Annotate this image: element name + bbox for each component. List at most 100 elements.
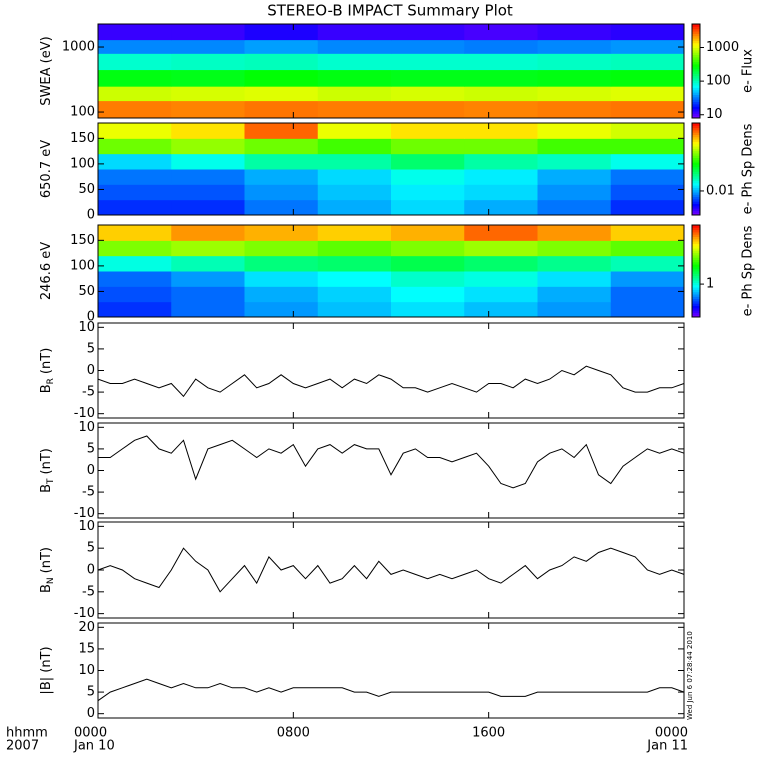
colorbar-strip [692, 73, 700, 77]
y-tick-label: 10 [78, 420, 95, 435]
colorbar-strip [692, 198, 700, 202]
colorbar-strip [692, 303, 700, 306]
colorbar-strip [692, 254, 700, 258]
spectrogram-cell [537, 240, 612, 257]
spectrogram-cell [171, 39, 245, 54]
spectrogram-cell [464, 53, 538, 71]
x-tick-label: 0800 [277, 726, 310, 741]
spectrogram-cell [610, 53, 685, 71]
colorbar-strip [692, 314, 700, 318]
spectrogram-cell [244, 199, 319, 216]
spectrogram-cell [171, 301, 245, 318]
colorbar-strip [692, 35, 700, 39]
colorbar-strip [692, 275, 700, 279]
colorbar-strip [692, 252, 700, 256]
colorbar-strip [692, 169, 700, 172]
spectrogram-cell [244, 184, 319, 201]
colorbar-tick-label: 10 [706, 107, 723, 122]
spectrogram-cell [171, 271, 245, 287]
spectrogram-cell [610, 199, 685, 216]
colorbar-strip [692, 171, 700, 175]
colorbar-strip [692, 307, 700, 311]
colorbar-strip [692, 229, 700, 233]
colorbar-strip [692, 99, 700, 103]
colorbar-strip [692, 159, 700, 163]
colorbar-strip [692, 205, 700, 209]
spectrogram-cell [317, 169, 392, 185]
spectrogram-cell [537, 225, 612, 241]
colorbar-strip [692, 106, 700, 110]
colorbar-strip [692, 123, 700, 126]
spectrogram-cell [171, 153, 245, 170]
y-tick-label: -5 [82, 485, 95, 500]
spectrogram-cell [244, 100, 319, 119]
spectrogram-cell [317, 184, 392, 201]
colorbar-strip [692, 42, 700, 46]
colorbar-strip [692, 143, 700, 147]
colorbar-strip [692, 261, 700, 265]
spectrogram-cell [244, 86, 319, 102]
colorbar-strip [692, 208, 700, 211]
y-tick-label: 0 [87, 310, 95, 325]
y-tick-label: 0 [87, 363, 95, 378]
data-line [97, 547, 685, 593]
colorbar-strip [692, 59, 700, 63]
colorbar-strip [692, 277, 700, 281]
colorbar-strip [692, 40, 700, 44]
colorbar-strip [692, 66, 700, 70]
x-date-label: Jan 10 [73, 739, 115, 754]
spectrogram-cell [244, 153, 319, 170]
colorbar-label: e- Flux [741, 49, 756, 93]
spectrogram-cell [98, 86, 172, 102]
spectrogram-cell [610, 301, 685, 318]
spectrogram-cell [391, 255, 465, 272]
y-axis-label: BT (nT) [39, 448, 56, 493]
y-axis-label-main: 650.7 eV [39, 140, 54, 198]
colorbar-strip [692, 139, 700, 142]
y-tick-label: 0 [87, 208, 95, 223]
colorbar-strip [692, 310, 700, 313]
colorbar-strip [692, 243, 700, 247]
y-tick-label: -10 [74, 506, 95, 521]
x-axis-label: hhmm [6, 726, 48, 741]
spectrogram-cell [537, 169, 612, 185]
spectrogram-cell [610, 255, 685, 272]
spectrogram-cell [317, 100, 392, 119]
colorbar-strip [692, 33, 700, 37]
colorbar-strip [692, 63, 700, 67]
spectrogram-cell [98, 255, 172, 272]
y-axis-label-main: B [39, 384, 54, 393]
spectrogram-cell [464, 24, 538, 41]
y-tick-label: 100 [70, 258, 95, 273]
x-date-label: Jan 11 [646, 739, 688, 754]
panel-frame [97, 422, 685, 519]
colorbar-frame [691, 224, 701, 318]
y-axis-label: 650.7 eV [39, 140, 54, 198]
spectrogram-cell [464, 153, 538, 170]
spectrogram-cell [171, 138, 245, 155]
spectrogram-cell [317, 86, 392, 102]
colorbar-strip [692, 71, 700, 74]
colorbar-strip [692, 210, 700, 214]
spectrogram-cell [98, 271, 172, 287]
spectrogram-cell [464, 169, 538, 185]
spectrogram-cell [317, 240, 392, 257]
y-axis-label-unit: (nT) [39, 348, 54, 374]
spectrogram-cell [317, 199, 392, 216]
spectrogram-cell [244, 123, 319, 139]
colorbar-strip [692, 146, 700, 149]
colorbar-strip [692, 150, 700, 154]
spectrogram-cell [610, 39, 685, 54]
y-axis-label-main: 246.6 eV [39, 242, 54, 300]
panel-frame [97, 322, 685, 419]
colorbar-strip [692, 280, 700, 283]
y-axis-label-main: B [39, 584, 54, 593]
spectrogram-cell [171, 255, 245, 272]
y-axis-label: 246.6 eV [39, 242, 54, 300]
colorbar-strip [692, 187, 700, 191]
data-line [97, 365, 685, 398]
spectrogram-cell [391, 271, 465, 287]
y-tick-label: 150 [70, 233, 95, 248]
colorbar-strip [692, 189, 700, 193]
colorbar-strip [692, 291, 700, 295]
